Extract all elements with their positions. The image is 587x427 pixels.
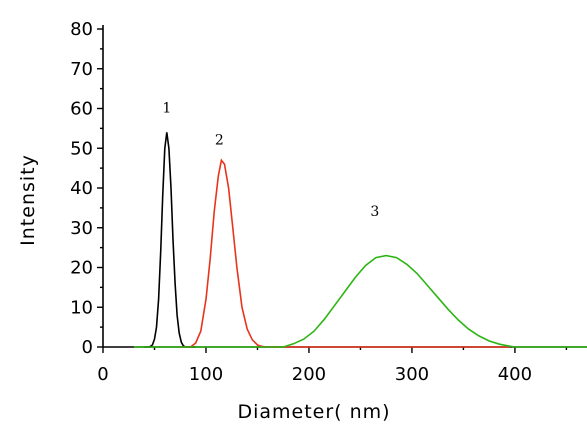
y-tick-label: 10 <box>70 297 93 318</box>
series-line-2 <box>180 158 510 348</box>
series-group <box>133 132 587 348</box>
peak-label-3: 3 <box>370 204 379 220</box>
peak-label-1: 1 <box>162 100 171 116</box>
x-tick-label: 200 <box>292 364 326 385</box>
x-tick-label: 0 <box>97 364 108 385</box>
y-tick-label: 0 <box>82 337 93 358</box>
x-tick-label: 100 <box>189 364 223 385</box>
series-line-1 <box>144 132 196 348</box>
y-tick-label: 60 <box>70 99 93 120</box>
x-tick-label: 400 <box>498 364 532 385</box>
y-tick-label: 80 <box>70 19 93 40</box>
y-tick-label: 20 <box>70 258 93 279</box>
y-tick-label: 50 <box>70 138 93 159</box>
y-tick-label: 30 <box>70 218 93 239</box>
series-line-3 <box>133 254 587 348</box>
y-tick-label: 70 <box>70 59 93 80</box>
plot-area: 0 10 20 30 40 50 60 70 80 0 100 200 300 400 <box>70 19 587 385</box>
x-tick-label: 300 <box>395 364 429 385</box>
y-axis-title: Intensity <box>17 154 39 246</box>
peak-label-2: 2 <box>215 132 224 148</box>
x-axis-title: Diameter( nm) <box>237 401 390 423</box>
y-tick-label: 40 <box>70 178 93 199</box>
annotation-group: 1 2 3 <box>162 100 379 219</box>
